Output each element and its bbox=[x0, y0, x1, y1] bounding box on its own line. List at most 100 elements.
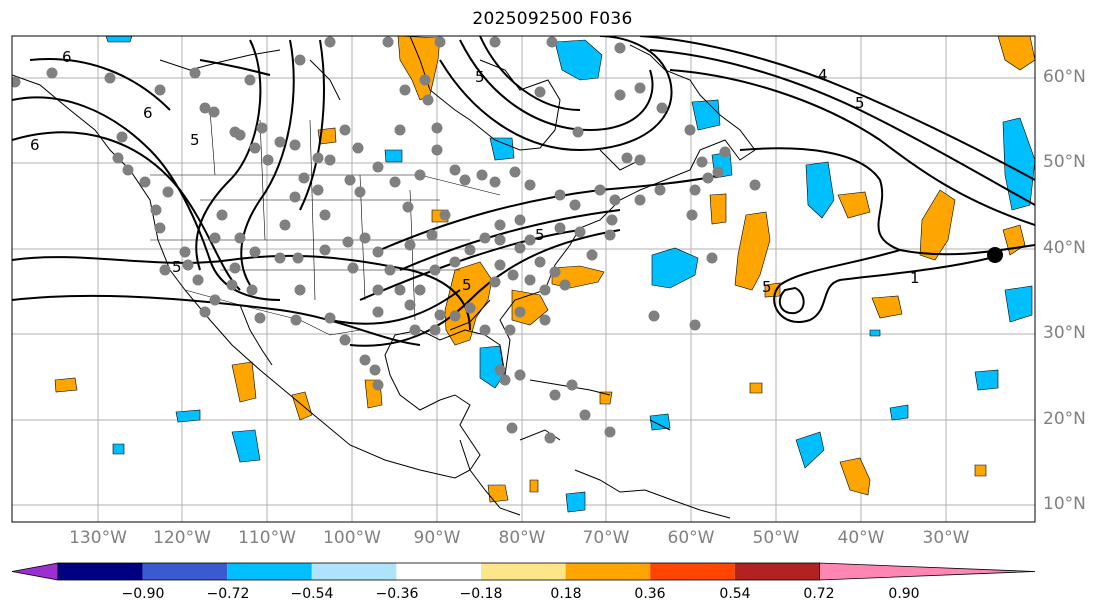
station-dot bbox=[294, 54, 306, 66]
station-dot bbox=[686, 209, 698, 221]
lon-label: 80°W bbox=[498, 528, 546, 548]
station-dot bbox=[179, 246, 191, 258]
station-dot bbox=[234, 232, 246, 244]
storm-center-marker bbox=[987, 247, 1003, 263]
station-dot bbox=[46, 67, 58, 79]
station-dot bbox=[312, 152, 324, 164]
station-dot bbox=[216, 209, 228, 221]
station-dot bbox=[634, 82, 646, 94]
station-dot bbox=[614, 89, 626, 101]
colorbar-frame bbox=[57, 562, 820, 581]
station-dot bbox=[199, 306, 211, 318]
station-dot bbox=[319, 244, 331, 256]
station-dot bbox=[524, 179, 536, 191]
station-dot bbox=[294, 284, 306, 296]
station-dot bbox=[546, 36, 558, 48]
lon-label: 110°W bbox=[238, 528, 296, 548]
station-dot bbox=[494, 219, 506, 231]
station-dot bbox=[549, 266, 561, 278]
station-dot bbox=[154, 222, 166, 234]
lat-label: 30°N bbox=[1043, 323, 1086, 343]
station-dot bbox=[244, 74, 256, 86]
station-dot bbox=[479, 232, 491, 244]
lon-label: 30°W bbox=[922, 528, 970, 548]
station-dot bbox=[229, 262, 241, 274]
contour-label: 5 bbox=[535, 226, 545, 244]
station-dot bbox=[150, 204, 162, 216]
station-dot bbox=[566, 379, 578, 391]
station-dot bbox=[209, 294, 221, 306]
station-dot bbox=[344, 174, 356, 186]
station-dot bbox=[192, 274, 204, 286]
station-dot bbox=[342, 236, 354, 248]
contour-label: 5 bbox=[475, 68, 485, 86]
contour-label: 5 bbox=[190, 131, 200, 149]
station-dot bbox=[359, 232, 371, 244]
station-dot bbox=[648, 310, 660, 322]
contour-labels: 6 6 6 5 5 5 5 4 5 1 5 5 bbox=[30, 48, 920, 296]
station-dot bbox=[434, 36, 446, 48]
station-dot bbox=[389, 176, 401, 188]
station-dot bbox=[509, 166, 521, 178]
station-dot bbox=[382, 36, 394, 48]
station-dot bbox=[494, 234, 506, 246]
station-dot bbox=[399, 84, 411, 96]
station-dot bbox=[594, 184, 606, 196]
colorbar-tick: 0.18 bbox=[550, 586, 582, 602]
colorbar-segment bbox=[396, 563, 481, 580]
station-dot bbox=[274, 252, 286, 264]
station-dot bbox=[112, 152, 124, 164]
station-dot bbox=[749, 179, 761, 191]
colorbar-tick: −0.90 bbox=[121, 586, 165, 602]
lat-label: 20°N bbox=[1043, 409, 1086, 429]
colorbar-tick: −0.36 bbox=[375, 586, 419, 602]
station-dot bbox=[319, 209, 331, 221]
lon-label: 40°W bbox=[837, 528, 885, 548]
station-dot bbox=[504, 324, 516, 336]
lon-label: 90°W bbox=[413, 528, 461, 548]
station-dot bbox=[514, 369, 526, 381]
station-dot bbox=[719, 146, 731, 158]
lon-label: 70°W bbox=[582, 528, 630, 548]
station-dot bbox=[449, 256, 461, 268]
station-dot bbox=[554, 189, 566, 201]
colorbar-tick: 0.90 bbox=[888, 586, 920, 602]
map-title: 2025092500 F036 bbox=[472, 9, 633, 29]
station-dot bbox=[559, 279, 571, 291]
station-dot bbox=[689, 319, 701, 331]
lon-label: 100°W bbox=[323, 528, 381, 548]
station-dot bbox=[426, 229, 438, 241]
lat-label: 10°N bbox=[1043, 494, 1086, 514]
colorbar-tick: 0.72 bbox=[803, 586, 835, 602]
station-dot bbox=[656, 102, 668, 114]
station-dot bbox=[189, 67, 201, 79]
station-dot bbox=[609, 194, 621, 206]
station-dot bbox=[654, 184, 666, 196]
station-dot bbox=[104, 72, 116, 84]
graticule bbox=[12, 36, 1035, 522]
station-dot bbox=[254, 312, 266, 324]
station-dot bbox=[634, 154, 646, 166]
station-dot bbox=[634, 194, 646, 206]
contour-label: 5 bbox=[855, 94, 865, 112]
station-dot bbox=[208, 106, 220, 118]
colorbar-segment bbox=[227, 563, 312, 580]
contour-label: 5 bbox=[462, 276, 472, 294]
station-dot bbox=[384, 264, 396, 276]
colorbar-segment bbox=[311, 563, 397, 580]
station-dot bbox=[289, 139, 301, 151]
station-dot bbox=[539, 284, 551, 296]
colorbar-segment bbox=[565, 563, 651, 580]
station-dot bbox=[372, 246, 384, 258]
station-dot bbox=[419, 74, 431, 86]
colorbar-extend-high bbox=[819, 562, 1036, 581]
station-dot bbox=[402, 201, 414, 213]
station-dot bbox=[434, 309, 446, 321]
station-dot bbox=[234, 129, 246, 141]
station-dot bbox=[712, 166, 724, 178]
contour-label: 6 bbox=[62, 48, 72, 66]
station-dot bbox=[372, 161, 384, 173]
station-dot bbox=[696, 156, 708, 168]
station-dot bbox=[479, 324, 491, 336]
